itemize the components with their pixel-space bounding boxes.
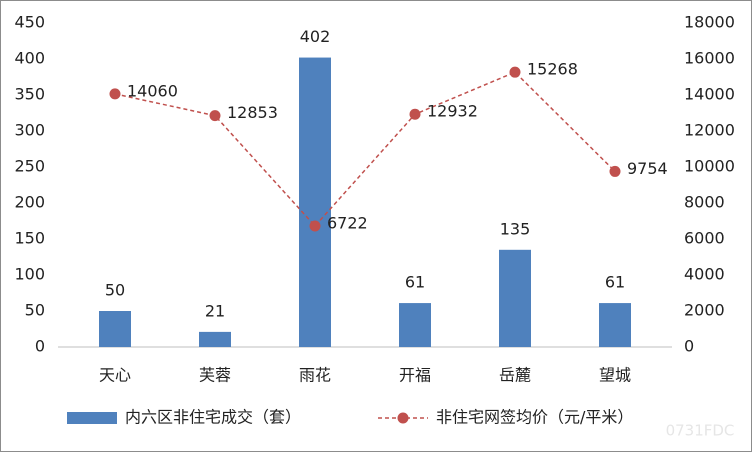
x-tick-label: 开福 — [399, 366, 431, 385]
line-marker — [509, 66, 521, 78]
y-tick-label: 0 — [35, 337, 45, 356]
bar — [99, 311, 131, 347]
y2-tick-label: 10000 — [684, 157, 735, 176]
bar — [199, 331, 231, 347]
y2-tick-label: 8000 — [684, 193, 725, 212]
legend-marker — [397, 412, 409, 424]
y2-tick-label: 0 — [684, 337, 694, 356]
y-tick-label: 450 — [14, 13, 45, 32]
bar-value-label: 402 — [300, 27, 331, 46]
line-marker — [609, 165, 621, 177]
y-tick-label: 150 — [14, 229, 45, 248]
legend-label: 非住宅网签均价（元/平米） — [436, 408, 633, 427]
x-tick-label: 芙蓉 — [199, 366, 231, 385]
line-value-label: 12932 — [427, 102, 478, 121]
x-tick-label: 岳麓 — [499, 366, 531, 385]
line-value-label: 15268 — [527, 60, 578, 79]
line-value-label: 12853 — [227, 103, 278, 122]
y-tick-label: 200 — [14, 193, 45, 212]
y-tick-label: 400 — [14, 49, 45, 68]
watermark: 0731FDC — [666, 422, 735, 440]
y-tick-label: 350 — [14, 85, 45, 104]
bar — [599, 303, 631, 347]
y2-tick-label: 2000 — [684, 301, 725, 320]
y-tick-label: 100 — [14, 265, 45, 284]
y-tick-label: 300 — [14, 121, 45, 140]
bar-value-label: 61 — [405, 273, 425, 292]
line-marker — [209, 110, 221, 122]
legend-swatch — [67, 412, 117, 424]
x-tick-label: 望城 — [599, 366, 631, 385]
line-value-label: 6722 — [327, 214, 368, 233]
x-tick-label: 雨花 — [299, 366, 331, 385]
line-marker — [309, 220, 321, 232]
line-marker — [409, 108, 421, 120]
bar — [499, 249, 531, 347]
y2-tick-label: 6000 — [684, 229, 725, 248]
y-tick-label: 250 — [14, 157, 45, 176]
line — [114, 71, 616, 228]
bar — [299, 57, 331, 348]
y-tick-label: 50 — [25, 301, 45, 320]
line-value-label: 14060 — [127, 81, 178, 100]
bar — [399, 303, 431, 347]
bar-value-label: 21 — [205, 301, 225, 320]
bar-value-label: 61 — [605, 273, 625, 292]
y2-tick-label: 16000 — [684, 49, 735, 68]
x-tick-label: 天心 — [99, 366, 131, 385]
y2-tick-label: 4000 — [684, 265, 725, 284]
bar-value-label: 50 — [105, 281, 125, 300]
line-value-label: 9754 — [627, 159, 668, 178]
y2-tick-label: 18000 — [684, 13, 735, 32]
legend-label: 内六区非住宅成交（套） — [125, 408, 301, 427]
y2-tick-label: 14000 — [684, 85, 735, 104]
y2-tick-label: 12000 — [684, 121, 735, 140]
line-marker — [109, 88, 121, 100]
bar-value-label: 135 — [500, 219, 531, 238]
